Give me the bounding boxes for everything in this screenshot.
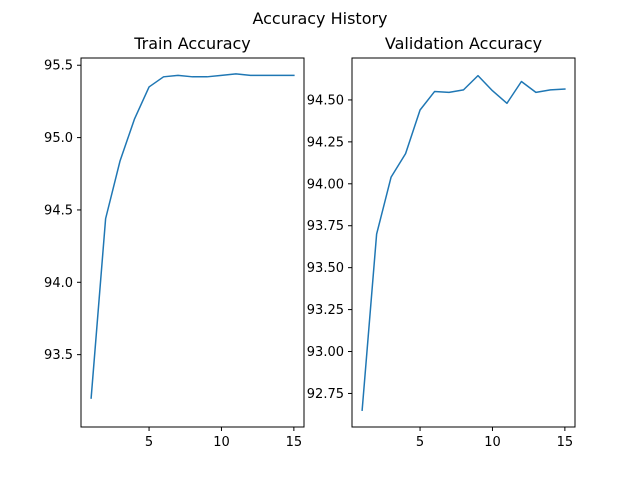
- y-tick-label: 93.25: [307, 303, 344, 318]
- y-tick-label: 95.5: [44, 59, 73, 74]
- y-tick-label: 93.5: [44, 348, 73, 363]
- y-tick-label: 93.75: [307, 219, 344, 234]
- y-tick-label: 94.25: [307, 135, 344, 150]
- chart-title: Validation Accuracy: [385, 34, 542, 53]
- y-tick-label: 94.0: [44, 276, 73, 291]
- y-tick-label: 95.0: [44, 131, 73, 146]
- x-tick-label: 5: [416, 435, 424, 450]
- plot-frame: [80, 57, 305, 428]
- plot-frame: [351, 57, 576, 428]
- x-tick-label: 15: [557, 435, 574, 450]
- y-tick-label: 94.00: [307, 177, 344, 192]
- series-line: [90, 73, 295, 399]
- chart-title: Train Accuracy: [133, 34, 251, 53]
- x-tick-label: 10: [484, 435, 501, 450]
- chart-train-accuracy: Train Accuracy 5 10 15 93.5 94.0 94.5 95.0 95.5: [44, 34, 305, 450]
- figure-suptitle: Accuracy History: [252, 9, 387, 28]
- x-tick-label: 15: [286, 435, 303, 450]
- y-tick-label: 94.5: [44, 203, 73, 218]
- y-tick-label: 93.00: [307, 345, 344, 360]
- series-line: [361, 74, 566, 412]
- y-tick-label: 93.50: [307, 261, 344, 276]
- y-tick-label: 92.75: [307, 387, 344, 402]
- x-tick-label: 5: [145, 435, 153, 450]
- x-tick-label: 10: [213, 435, 230, 450]
- chart-validation-accuracy: Validation Accuracy 5 10 15 92.75 93.00 93.25…: [307, 34, 576, 450]
- y-tick-label: 94.50: [307, 93, 344, 108]
